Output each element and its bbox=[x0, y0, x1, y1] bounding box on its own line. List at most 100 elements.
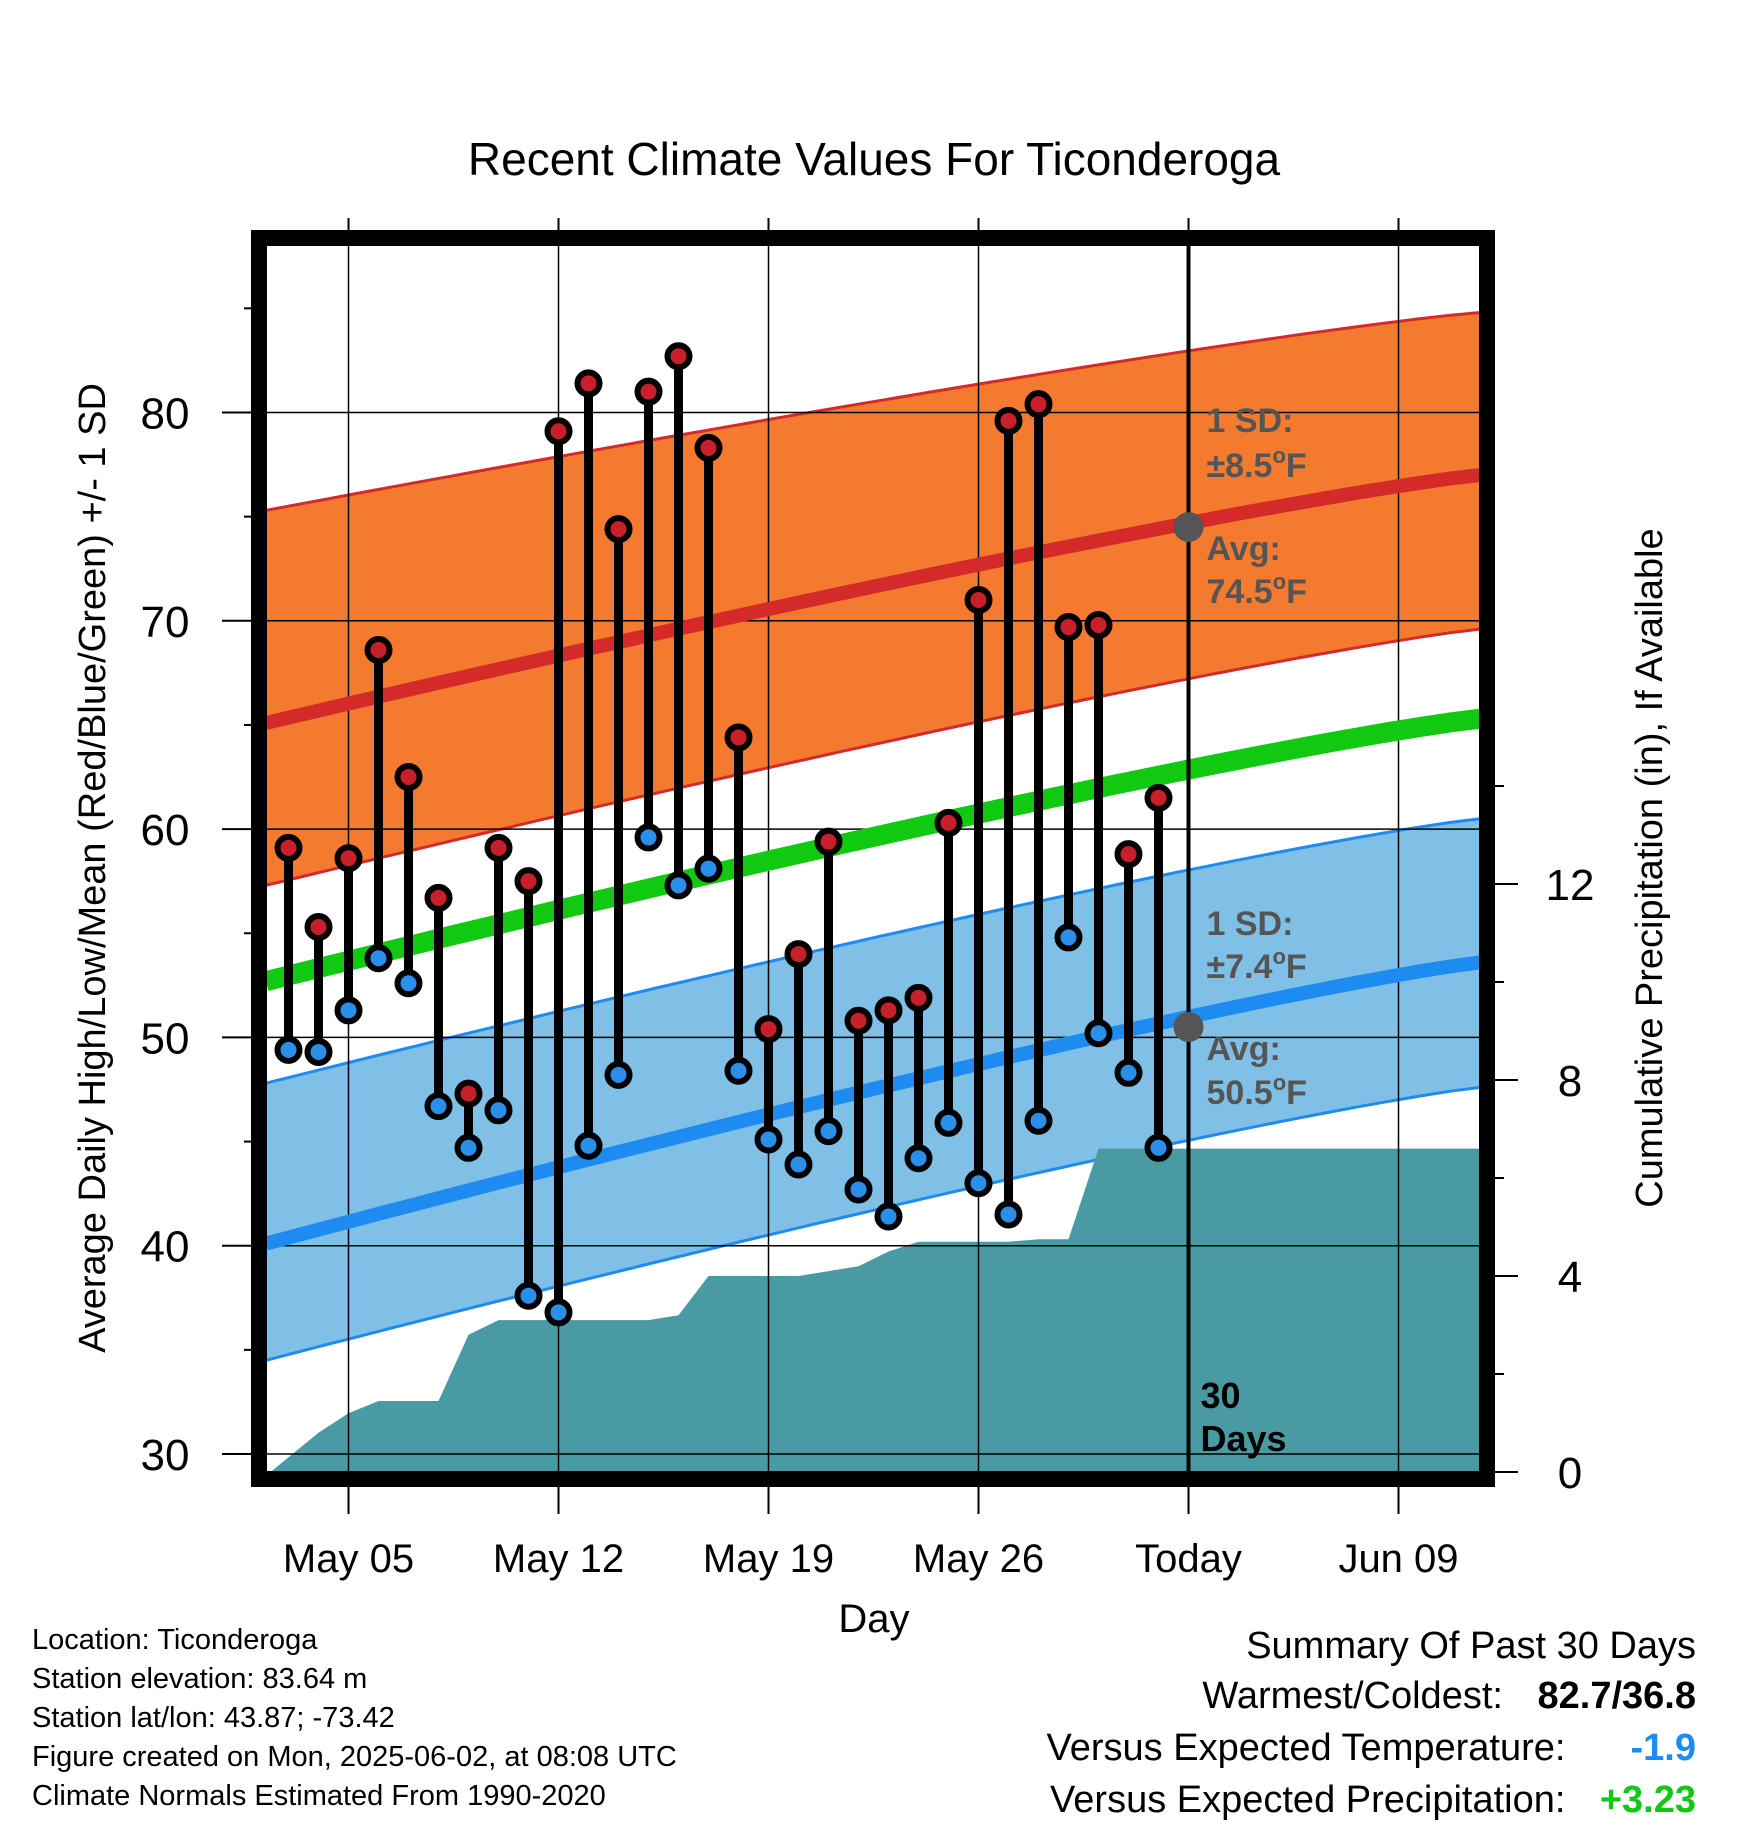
x-tick-label: May 05 bbox=[283, 1537, 414, 1581]
axes: 30 40 50 60 70 80 0 4 8 12 May 05 May 12 May 19 May 2… bbox=[141, 218, 1595, 1581]
daily-low-point bbox=[1084, 1019, 1113, 1048]
high-sd-upper-edge bbox=[265, 311, 1481, 512]
daily-high-point bbox=[574, 369, 603, 398]
elevation-text: Station elevation: 83.64 m bbox=[32, 1663, 368, 1695]
high-avg-label: Avg: bbox=[1207, 530, 1281, 568]
y-axis-label-left: Average Daily High/Low/Mean (Red/Blue/Gr… bbox=[72, 383, 114, 1353]
y-left-tick-label: 60 bbox=[141, 806, 190, 855]
high-average-marker bbox=[1173, 512, 1204, 543]
daily-high-point bbox=[394, 763, 423, 792]
daily-high-point bbox=[514, 867, 543, 896]
daily-low-point bbox=[694, 854, 723, 883]
latlon-text: Station lat/lon: 43.87; -73.42 bbox=[32, 1702, 395, 1734]
degree-superscript: o bbox=[1273, 1070, 1286, 1095]
daily-high-point bbox=[424, 883, 453, 912]
daily-high-point bbox=[634, 377, 663, 406]
x-tick-label: May 12 bbox=[493, 1537, 624, 1581]
y-right-tick-label: 4 bbox=[1558, 1253, 1582, 1302]
daily-low-point bbox=[514, 1281, 543, 1310]
x-tick-label: May 19 bbox=[703, 1537, 834, 1581]
unit-letter: F bbox=[1286, 573, 1307, 611]
daily-high-point bbox=[484, 833, 513, 862]
daily-high-point bbox=[814, 827, 843, 856]
y-left-tick-label: 70 bbox=[141, 598, 190, 647]
daily-low-point bbox=[724, 1056, 753, 1085]
daily-low-point bbox=[274, 1035, 303, 1064]
daily-low-point bbox=[544, 1298, 573, 1327]
daily-high-point bbox=[1054, 613, 1083, 642]
daily-low-point bbox=[1114, 1058, 1143, 1087]
x-tick-label: May 26 bbox=[913, 1537, 1044, 1581]
daily-high-point bbox=[754, 1015, 783, 1044]
low-avg-label: Avg: bbox=[1207, 1030, 1281, 1068]
daily-low-point bbox=[604, 1060, 633, 1089]
low-sd-lower-edge bbox=[265, 1085, 1481, 1362]
daily-low-point bbox=[1054, 923, 1083, 952]
daily-high-point bbox=[904, 983, 933, 1012]
mean-average-line bbox=[263, 708, 1482, 991]
daily-low-point bbox=[994, 1200, 1023, 1229]
daily-high-point bbox=[1024, 390, 1053, 419]
temp-label: Versus Expected Temperature: bbox=[1046, 1727, 1566, 1769]
daily-low-point bbox=[1024, 1106, 1053, 1135]
daily-low-point bbox=[874, 1202, 903, 1231]
daily-high-point bbox=[874, 996, 903, 1025]
high-sd-lower-edge bbox=[265, 627, 1481, 887]
daily-low-point bbox=[424, 1092, 453, 1121]
period-label-days: Days bbox=[1201, 1418, 1287, 1459]
station-info: Location: Ticonderoga Station elevation:… bbox=[32, 1623, 677, 1813]
y-right-tick-label: 12 bbox=[1546, 861, 1595, 910]
degree-superscript: o bbox=[1272, 944, 1285, 969]
unit-letter: F bbox=[1286, 1074, 1307, 1112]
daily-low-point bbox=[364, 944, 393, 973]
low-avg-value: 50.5oF bbox=[1207, 1070, 1307, 1112]
daily-low-point bbox=[664, 871, 693, 900]
y-left-tick-label: 80 bbox=[141, 390, 190, 439]
low-sd-label: 1 SD: bbox=[1207, 905, 1294, 943]
daily-low-point bbox=[1144, 1133, 1173, 1162]
x-tick-label: Jun 09 bbox=[1338, 1537, 1458, 1581]
daily-high-low-bars bbox=[274, 342, 1173, 1327]
temp-value: -1.9 bbox=[1630, 1727, 1696, 1769]
plot-border bbox=[251, 230, 1495, 1487]
precip-value: +3.23 bbox=[1599, 1779, 1696, 1821]
daily-low-point bbox=[784, 1150, 813, 1179]
daily-high-point bbox=[724, 723, 753, 752]
daily-low-point bbox=[904, 1144, 933, 1173]
y-axis-label-right: Cumulative Precipitation (in), If Availa… bbox=[1629, 528, 1671, 1207]
high-sd-value: ±8.5oF bbox=[1207, 443, 1307, 485]
daily-high-point bbox=[604, 515, 633, 544]
daily-high-point bbox=[334, 844, 363, 873]
daily-low-point bbox=[574, 1131, 603, 1160]
daily-high-point bbox=[964, 585, 993, 614]
x-tick-label: Today bbox=[1135, 1537, 1242, 1581]
high-avg-value: 74.5oF bbox=[1207, 569, 1307, 611]
daily-high-point bbox=[304, 913, 333, 942]
precipitation-fill bbox=[266, 1148, 1480, 1472]
daily-high-point bbox=[544, 417, 573, 446]
summary-panel: Summary Of Past 30 Days Warmest/Coldest:… bbox=[1047, 1622, 1696, 1826]
daily-low-point bbox=[484, 1096, 513, 1125]
low-sd-upper-edge bbox=[265, 817, 1481, 1085]
daily-high-point bbox=[454, 1079, 483, 1108]
daily-low-point bbox=[394, 969, 423, 998]
unit-letter: F bbox=[1286, 447, 1307, 485]
unit-letter: F bbox=[1286, 948, 1307, 986]
daily-low-point bbox=[844, 1175, 873, 1204]
daily-high-point bbox=[694, 433, 723, 462]
chart-title: Recent Climate Values For Ticonderoga bbox=[468, 133, 1281, 185]
normals-text: Climate Normals Estimated From 1990-2020 bbox=[32, 1780, 606, 1812]
warm-cold-label: Warmest/Coldest: bbox=[1202, 1675, 1503, 1717]
daily-high-point bbox=[1114, 840, 1143, 869]
period-label-number: 30 bbox=[1201, 1375, 1241, 1416]
daily-high-point bbox=[934, 808, 963, 837]
plot-frame bbox=[251, 230, 1495, 1487]
precip-label: Versus Expected Precipitation: bbox=[1050, 1779, 1566, 1821]
daily-high-point bbox=[784, 940, 813, 969]
low-sd-value: ±7.4oF bbox=[1207, 944, 1307, 986]
daily-high-point bbox=[994, 406, 1023, 435]
daily-high-point bbox=[1144, 783, 1173, 812]
y-right-tick-label: 8 bbox=[1558, 1057, 1582, 1106]
